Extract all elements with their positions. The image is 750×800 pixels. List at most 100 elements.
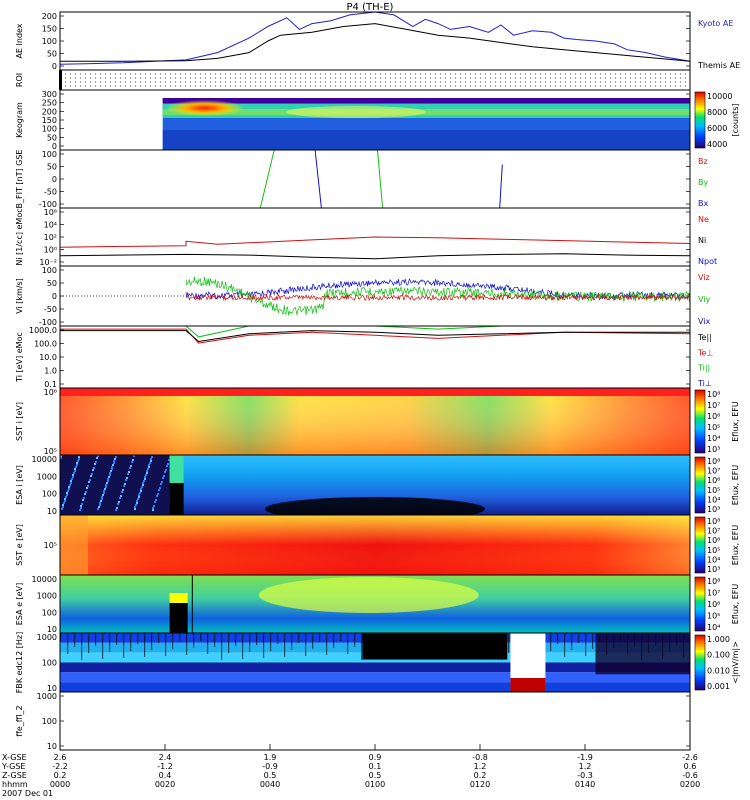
panel-roi: ROI [15, 73, 24, 87]
ytick-bfgl: 50 [47, 163, 57, 172]
colorbar-tick: 8000 [707, 108, 727, 117]
esa-i-noise [159, 487, 161, 489]
esa-i-noise [61, 508, 63, 510]
esa-i-noise [117, 503, 119, 505]
esa-i-block [169, 455, 184, 483]
esa-i-noise [134, 506, 136, 508]
esa-i-noise [163, 475, 165, 477]
esa-i-noise [115, 456, 117, 458]
ytick-ti: 0.1 [44, 380, 57, 389]
ytick-vi: -50 [44, 305, 57, 314]
esa-i-noise [74, 468, 76, 470]
esa-i-noise [94, 463, 96, 465]
esa-i-noise [145, 474, 147, 476]
panel-bfgl: B_FIT [nT] GSE 100 50 0 -50 -100 Bz By Bx [15, 150, 708, 209]
fbk-stripe [95, 633, 97, 646]
esa-i-noise [147, 468, 149, 470]
esa-i-noise [148, 466, 150, 468]
colorbar-tick: 10⁸ [707, 517, 720, 526]
legend-ni: Ni [698, 236, 706, 245]
x-tick-label: 0.5 [369, 771, 382, 780]
esa-i-noise [129, 467, 131, 469]
esa-i-noise [166, 465, 168, 467]
esa-i-noise [132, 459, 134, 461]
esa-i-noise [143, 480, 145, 482]
fbk-stripe [263, 633, 265, 658]
ytick-sst_i: 10⁶ [44, 388, 57, 397]
ytick-ti: 100.0 [34, 340, 57, 349]
ylabel-ae: AE Index [15, 23, 24, 58]
panel-sst_i: SST i [eV] 10⁶ 10⁵ 10⁸ 10⁷ 10⁶ 10⁵ 10⁴ 10³ Eflux,… [15, 388, 740, 456]
x-tick-label: -1.9 [577, 753, 593, 762]
fbk-stripe [193, 633, 195, 648]
colorbar-label: Eflux, EFU [731, 525, 740, 566]
esa-i-noise [153, 505, 155, 507]
colorbar-tick: 10⁶ [707, 600, 720, 609]
esa-i-noise [161, 481, 163, 483]
fbk-stripe [312, 633, 314, 649]
ytick-ffa: 10 [47, 742, 57, 751]
esa-i-noise [85, 491, 87, 493]
esa-i-noise [107, 478, 109, 480]
legend-vi: Viz [698, 273, 710, 282]
colorbar-esa_e [694, 576, 706, 632]
fbk-stripe [550, 633, 552, 651]
legend-bfgl: Bx [698, 199, 708, 208]
esa-i-noise [111, 468, 113, 470]
fbk-stripe [578, 633, 580, 643]
ytick-ni: 10² [44, 233, 57, 242]
ae-series-kyoto-ae [59, 11, 691, 65]
fbk-stripe [137, 633, 139, 644]
keogram-top [162, 98, 690, 103]
esa-i-noise [151, 456, 153, 458]
fbk-stripe [585, 633, 587, 656]
ytick-esa_e: 1000 [37, 592, 57, 601]
ytick-ffa: 100 [42, 717, 57, 726]
esa-i-noise [101, 498, 103, 500]
fbk-stripe [291, 633, 293, 650]
fbk-stripe [256, 633, 258, 645]
ytick-keogram: 200 [42, 107, 57, 116]
ytick-ae: 0 [52, 62, 57, 71]
esa-i-noise [142, 482, 144, 484]
ytick-fbk: 10 [47, 684, 57, 693]
esa-i-noise [138, 494, 140, 496]
esa-i-noise [71, 478, 73, 480]
fbk-stripe [508, 633, 510, 653]
esa-i-block [169, 483, 184, 515]
ylabel-esa_i: ESA i [eV] [15, 465, 24, 505]
x-tick-label: 1.2 [474, 762, 487, 771]
legend-ti: Te⊥ [697, 348, 713, 357]
esa-i-noise [60, 457, 62, 459]
colorbar-esa_i [694, 456, 706, 514]
fbk-stripe [298, 633, 300, 643]
ylabel-ti: Ti [eV] eMoc [15, 332, 24, 383]
ytick-esa_e: 100 [42, 608, 57, 617]
esa-i-noise [104, 488, 106, 490]
ae-series-themis-ae [60, 23, 691, 62]
temperature-series [60, 328, 691, 344]
esa-i-noise [74, 470, 76, 472]
fbk-stripe [557, 633, 559, 644]
colorbar-tick: 1.000 [707, 635, 730, 644]
esa-i-noise [111, 466, 113, 468]
velocity-trace [185, 276, 691, 316]
colorbar-label: Eflux, EFU [731, 584, 740, 625]
ytick-esa_e: 10 [47, 625, 57, 634]
esa-i-noise [168, 459, 170, 461]
x-tick-label: -0.3 [577, 771, 593, 780]
b-field-segment-by [377, 149, 384, 209]
ytick-sst_e: 10⁵ [44, 541, 57, 550]
keogram-glow [286, 106, 427, 118]
fbk-stripe [242, 633, 244, 659]
esa-i-noise [144, 478, 146, 480]
esa-i-noise [70, 480, 72, 482]
sst-i-topband [60, 388, 690, 396]
x-tick-label: -2.6 [682, 753, 698, 762]
plot-title: P4 (TH-E) [347, 2, 394, 13]
ytick-ni: 10⁻² [39, 258, 57, 267]
x-tick-label: 0120 [470, 780, 490, 789]
esa-i-noise [80, 507, 82, 509]
esa-i-noise [152, 509, 154, 511]
esa-i-noise [98, 506, 100, 508]
